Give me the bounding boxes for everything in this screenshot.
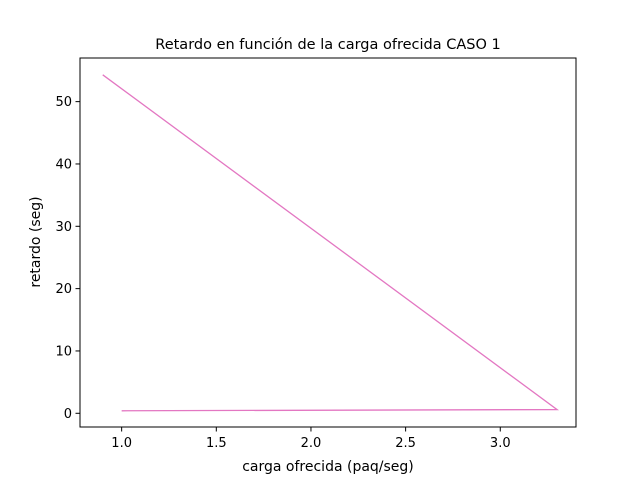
x-tick-label: 2.5 xyxy=(395,436,416,451)
y-axis: 0 10 20 30 40 50 xyxy=(55,95,80,422)
series-line-0 xyxy=(102,74,560,412)
y-tick-label: 10 xyxy=(55,344,72,359)
x-axis: 1.0 1.5 2.0 2.5 3.0 xyxy=(111,427,511,451)
chart-title: Retardo en función de la carga ofrecida … xyxy=(155,37,500,53)
y-tick-label: 20 xyxy=(55,282,72,297)
x-tick-label: 1.5 xyxy=(206,436,227,451)
x-tick-label: 2.0 xyxy=(301,436,322,451)
y-tick-label: 50 xyxy=(55,95,72,110)
plot-frame xyxy=(79,57,577,428)
y-tick-label: 40 xyxy=(55,157,72,172)
x-tick-label: 3.0 xyxy=(490,436,511,451)
y-tick-label: 30 xyxy=(55,220,72,235)
x-tick-label: 1.0 xyxy=(111,436,132,451)
plot-area xyxy=(102,74,560,412)
y-tick-label: 0 xyxy=(64,407,72,422)
x-axis-label: carga ofrecida (paq/seg) xyxy=(242,459,414,475)
y-axis-label: retardo (seg) xyxy=(28,196,44,287)
